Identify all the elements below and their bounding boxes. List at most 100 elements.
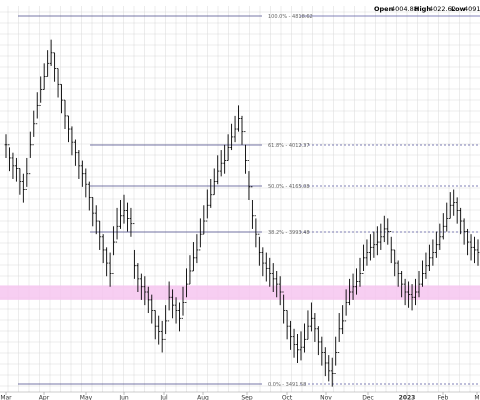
x-tick-label: Jul [159, 395, 168, 400]
price-bar [195, 234, 199, 264]
price-bar [216, 155, 220, 185]
x-tick-label: Oct [282, 395, 293, 400]
price-bar [275, 270, 279, 298]
price-bar [112, 226, 115, 275]
price-bar [42, 63, 46, 90]
price-bar [171, 289, 174, 319]
price-bar [18, 168, 22, 195]
price-bar [428, 244, 431, 271]
price-bar [49, 39, 53, 66]
price-bar [63, 99, 67, 130]
price-bar [264, 252, 268, 282]
price-bar [205, 189, 209, 222]
price-bar [369, 234, 372, 261]
x-tick-label: Mar [0, 395, 12, 400]
price-bar [192, 242, 195, 272]
price-bar [278, 276, 282, 306]
price-bar [268, 257, 272, 287]
price-bar [424, 252, 428, 279]
price-bar [98, 220, 102, 250]
price-bar [257, 233, 261, 266]
price-bar [32, 110, 36, 146]
price-bar [8, 144, 11, 172]
price-bar [251, 186, 254, 229]
price-bar [344, 289, 348, 322]
price-bar [389, 231, 393, 264]
high-label: High [414, 5, 431, 13]
price-bar [46, 50, 50, 77]
price-bar [448, 192, 452, 219]
fib-label: 100.0% - 4818.62 [268, 14, 313, 20]
price-bar [143, 276, 147, 306]
price-bar [202, 205, 206, 235]
price-bar [330, 357, 334, 387]
price-bar [87, 181, 91, 211]
price-bar [355, 268, 358, 295]
price-bar [178, 302, 181, 332]
price-bar [382, 215, 386, 243]
price-bar [77, 150, 81, 179]
price-bar [285, 309, 289, 340]
price-bar [60, 83, 63, 114]
price-bar [136, 263, 140, 292]
price-bar [393, 249, 397, 277]
price-bar [91, 196, 95, 227]
price-bar [35, 92, 39, 125]
price-bar [459, 207, 463, 235]
price-bar [133, 223, 136, 279]
price-bar [289, 320, 292, 350]
price-bar [150, 294, 154, 324]
price-bar [233, 115, 237, 143]
price-bar [240, 115, 244, 145]
x-tick-label: Aug [197, 395, 209, 400]
x-tick-label: Feb [438, 395, 449, 400]
price-bar [438, 223, 442, 250]
x-tick-label: Nov [320, 395, 332, 400]
price-bar [271, 263, 275, 292]
price-bar [39, 76, 43, 106]
price-bar [379, 223, 383, 250]
price-bar [219, 150, 223, 177]
price-bar [126, 202, 129, 232]
price-bar [327, 355, 331, 382]
high-value: 4022.62 [429, 5, 456, 13]
x-tick-label: Apr [39, 395, 50, 400]
highlight-band-layer [0, 285, 480, 300]
price-bar [122, 194, 126, 224]
price-bar [230, 123, 233, 151]
price-bar [313, 313, 317, 342]
price-bar [400, 270, 404, 298]
price-bar [70, 126, 74, 156]
low-value: 4091.7 [464, 5, 480, 13]
price-bar [212, 168, 216, 196]
price-bar [119, 200, 122, 229]
price-bar [358, 257, 362, 287]
price-bar [80, 160, 84, 187]
support-zone-band [0, 285, 480, 300]
price-bar [473, 236, 476, 264]
price-bar [476, 239, 480, 266]
price-bars [4, 39, 480, 387]
price-bar [348, 278, 351, 306]
price-bar [157, 315, 161, 345]
price-bar [209, 178, 213, 208]
price-bar [254, 215, 258, 248]
fib-label: 50.0% - 4165.08 [268, 184, 310, 190]
price-bar [292, 328, 296, 358]
x-tick-label: Sep [241, 395, 253, 400]
price-bar [146, 286, 150, 314]
price-bar [139, 273, 143, 300]
price-bar [421, 260, 424, 287]
price-bar [11, 152, 15, 179]
price-bar [181, 286, 185, 319]
ohlc-header: Open 4004.88 High 4022.62 Low 4091.7 [374, 5, 480, 13]
price-bar [247, 160, 251, 200]
price-bar [244, 131, 247, 174]
price-bar [403, 278, 407, 306]
price-bar [320, 336, 324, 366]
fib-label: 0.0% - 3491.58 [268, 382, 306, 388]
price-bar [299, 331, 303, 361]
price-bar [466, 228, 469, 256]
